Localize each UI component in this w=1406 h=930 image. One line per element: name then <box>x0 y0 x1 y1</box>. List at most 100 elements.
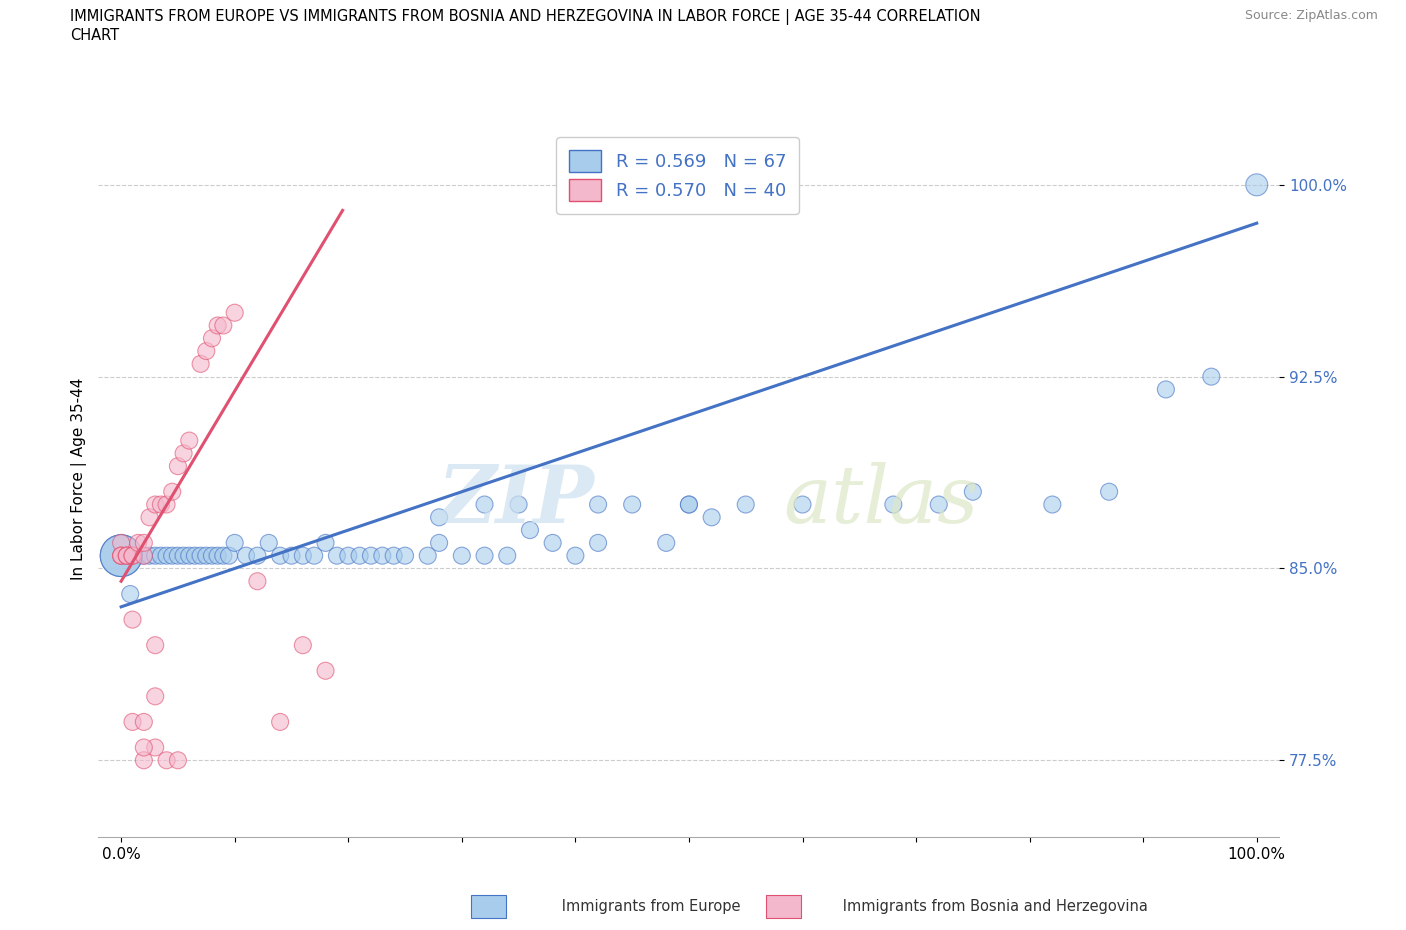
Point <box>700 510 723 525</box>
Point <box>162 548 183 563</box>
Point <box>173 445 195 460</box>
Point <box>121 714 143 729</box>
Point <box>792 497 814 512</box>
Point <box>349 548 371 563</box>
Point <box>224 305 246 320</box>
Point <box>132 740 155 755</box>
Point <box>450 548 472 563</box>
Point <box>371 548 394 563</box>
Y-axis label: In Labor Force | Age 35-44: In Labor Force | Age 35-44 <box>72 378 87 580</box>
Point <box>291 548 314 563</box>
Point <box>143 740 166 755</box>
Point <box>184 548 207 563</box>
Point <box>127 548 149 563</box>
Point <box>110 548 132 563</box>
Text: Immigrants from Bosnia and Herzegovina: Immigrants from Bosnia and Herzegovina <box>815 899 1149 914</box>
Point <box>586 497 609 512</box>
Point <box>179 433 201 448</box>
Point <box>110 548 132 563</box>
Point <box>155 497 177 512</box>
Point <box>734 497 756 512</box>
Point <box>127 536 149 551</box>
Point <box>179 548 201 563</box>
Point <box>110 548 132 563</box>
Point <box>382 548 405 563</box>
Point <box>928 497 950 512</box>
Point <box>326 548 349 563</box>
Point <box>337 548 360 563</box>
Point <box>496 548 519 563</box>
Point <box>132 536 155 551</box>
Point <box>115 548 138 563</box>
Point <box>269 714 291 729</box>
Point <box>110 548 132 563</box>
Point <box>121 548 143 563</box>
Point <box>212 318 235 333</box>
Point <box>1040 497 1063 512</box>
Point <box>302 548 325 563</box>
Point <box>224 536 246 551</box>
Point <box>474 497 496 512</box>
Text: Immigrants from Europe: Immigrants from Europe <box>534 899 741 914</box>
Point <box>143 497 166 512</box>
Point <box>110 548 132 563</box>
Point <box>207 318 229 333</box>
Point <box>586 536 609 551</box>
Point <box>280 548 302 563</box>
Legend: R = 0.569   N = 67, R = 0.570   N = 40: R = 0.569 N = 67, R = 0.570 N = 40 <box>557 137 799 214</box>
Point <box>427 510 450 525</box>
Point <box>962 485 984 499</box>
Point <box>195 548 218 563</box>
Point <box>201 331 224 346</box>
Point <box>173 548 195 563</box>
Point <box>882 497 904 512</box>
Point <box>212 548 235 563</box>
Point <box>416 548 439 563</box>
Point <box>564 548 586 563</box>
Point <box>115 548 138 563</box>
Point <box>115 548 138 563</box>
Point <box>1201 369 1223 384</box>
Point <box>394 548 416 563</box>
Point <box>427 536 450 551</box>
Text: Source: ZipAtlas.com: Source: ZipAtlas.com <box>1244 9 1378 22</box>
Point <box>291 638 314 653</box>
Text: atlas: atlas <box>783 461 979 539</box>
Point <box>541 536 564 551</box>
Point <box>315 663 337 678</box>
Point <box>190 356 212 371</box>
Point <box>1246 178 1268 193</box>
Point <box>143 548 166 563</box>
Point <box>678 497 700 512</box>
Point <box>269 548 291 563</box>
Point <box>149 497 172 512</box>
Point <box>143 689 166 704</box>
Point <box>508 497 530 512</box>
Point <box>167 458 190 473</box>
Point <box>121 548 143 563</box>
Point <box>218 548 240 563</box>
Point <box>110 548 132 563</box>
Point <box>1154 382 1177 397</box>
Point <box>257 536 280 551</box>
Point <box>246 548 269 563</box>
Point <box>155 548 177 563</box>
Point <box>132 714 155 729</box>
Point <box>474 548 496 563</box>
Point <box>207 548 229 563</box>
Point <box>519 523 541 538</box>
Point <box>235 548 257 563</box>
Point <box>190 548 212 563</box>
Point <box>655 536 678 551</box>
Point <box>138 510 160 525</box>
Point <box>315 536 337 551</box>
Point <box>678 497 700 512</box>
Text: IMMIGRANTS FROM EUROPE VS IMMIGRANTS FROM BOSNIA AND HERZEGOVINA IN LABOR FORCE : IMMIGRANTS FROM EUROPE VS IMMIGRANTS FRO… <box>70 9 981 43</box>
Point <box>360 548 382 563</box>
Point <box>132 548 155 563</box>
Point <box>115 548 138 563</box>
Point <box>149 548 172 563</box>
Point <box>121 548 143 563</box>
Point <box>167 548 190 563</box>
Point <box>162 485 183 499</box>
